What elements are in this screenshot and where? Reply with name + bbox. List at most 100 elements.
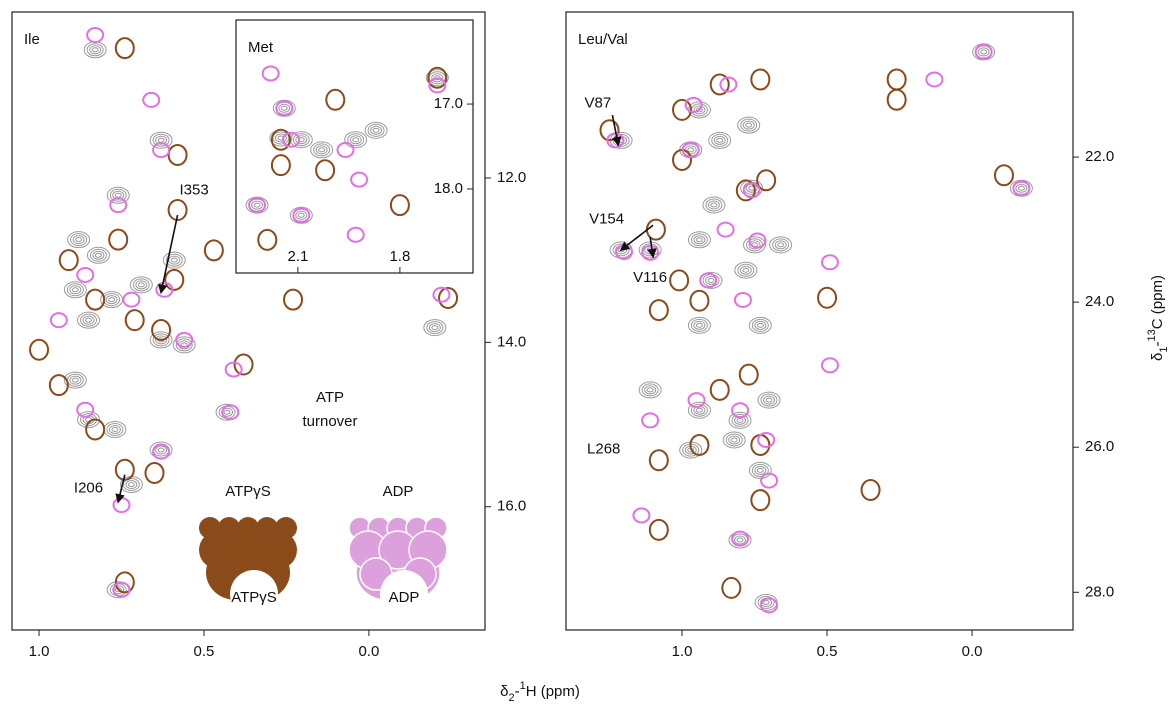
contour-peak bbox=[175, 331, 194, 348]
contour-ring bbox=[364, 121, 388, 139]
contour-ring bbox=[742, 267, 750, 273]
contour-ring bbox=[367, 123, 385, 137]
contour-peak bbox=[684, 96, 703, 113]
contour-ring bbox=[641, 383, 659, 397]
peak-label: I206 bbox=[74, 480, 103, 497]
contour-peak bbox=[648, 449, 669, 472]
contour-peak bbox=[344, 131, 368, 149]
contour-peak bbox=[270, 128, 291, 151]
contour-peak bbox=[757, 431, 776, 448]
contour-ring bbox=[135, 280, 148, 290]
contour-ring bbox=[705, 198, 723, 212]
contour-ring bbox=[693, 105, 706, 115]
axis-label-part: H (ppm) bbox=[526, 683, 580, 700]
contour-ring bbox=[108, 297, 116, 303]
contour-peak bbox=[152, 443, 171, 460]
contour-ring bbox=[695, 107, 703, 113]
contour-ring bbox=[751, 463, 769, 477]
contour-peak bbox=[735, 179, 756, 202]
contour-peak bbox=[708, 131, 732, 149]
x-axis-label: δ2-1H (ppm) bbox=[500, 680, 580, 704]
contour-peak bbox=[641, 244, 660, 261]
panel-title: Leu/Val bbox=[578, 31, 628, 48]
contour-ring bbox=[748, 316, 772, 334]
axis-label-part: δ bbox=[1149, 353, 1166, 361]
contour-ring bbox=[105, 295, 118, 305]
contour-ring bbox=[372, 127, 380, 133]
contour-peak bbox=[648, 518, 669, 541]
x-tick-label: 1.0 bbox=[672, 643, 693, 660]
contour-ring bbox=[152, 133, 170, 147]
contour-ring bbox=[736, 417, 744, 423]
contour-ring bbox=[106, 186, 130, 204]
contour-ring bbox=[693, 320, 706, 330]
contour-peak bbox=[152, 142, 171, 159]
y-tick-label: 12.0 bbox=[497, 169, 526, 186]
contour-peak bbox=[820, 254, 839, 271]
contour-ring bbox=[297, 212, 305, 218]
contour-ring bbox=[734, 535, 747, 545]
contour-ring bbox=[734, 261, 758, 279]
contour-peak bbox=[750, 489, 771, 512]
contour-ring bbox=[223, 409, 231, 415]
contour-ring bbox=[731, 413, 749, 427]
contour-peak bbox=[993, 164, 1014, 187]
contour-ring bbox=[274, 133, 287, 143]
contour-ring bbox=[730, 437, 738, 443]
contour-peak bbox=[86, 246, 110, 264]
contour-ring bbox=[428, 323, 441, 333]
contour-peak bbox=[85, 288, 106, 311]
contour-ring bbox=[80, 313, 98, 327]
contour-ring bbox=[63, 281, 87, 299]
contour-peak bbox=[699, 272, 718, 289]
contour-ring bbox=[739, 265, 752, 275]
contour-ring bbox=[687, 316, 711, 334]
contour-ring bbox=[155, 445, 168, 455]
contour-peak bbox=[142, 91, 161, 108]
contour-ring bbox=[108, 424, 121, 434]
contour-peak bbox=[77, 311, 101, 329]
axis-label-part: C (ppm) bbox=[1149, 275, 1166, 329]
contour-peak bbox=[757, 391, 781, 409]
contour-ring bbox=[762, 599, 770, 605]
legend-entry: turnover bbox=[302, 413, 357, 430]
contour-peak bbox=[860, 479, 881, 502]
contour-peak bbox=[427, 66, 448, 89]
contour-ring bbox=[125, 480, 138, 490]
nucleotide bbox=[380, 570, 428, 618]
contour-ring bbox=[280, 105, 288, 111]
contour-ring bbox=[748, 240, 761, 250]
contour-peak bbox=[336, 141, 355, 158]
contour-peak bbox=[738, 363, 759, 386]
contour-peak bbox=[737, 116, 761, 134]
contour-peak bbox=[114, 458, 135, 481]
contour-ring bbox=[431, 325, 439, 331]
contour-peak bbox=[817, 286, 838, 309]
contour-ring bbox=[695, 237, 703, 243]
contour-ring bbox=[977, 47, 990, 57]
contour-peak bbox=[289, 131, 313, 149]
contour-ring bbox=[253, 202, 261, 208]
contour-ring bbox=[425, 69, 449, 87]
arrow bbox=[115, 474, 126, 504]
contour-ring bbox=[646, 387, 654, 393]
contour-ring bbox=[690, 233, 708, 247]
contour-peak bbox=[721, 576, 742, 599]
contour-peak bbox=[315, 159, 336, 182]
contour-peak bbox=[756, 169, 777, 192]
legend-entry: ATPγS bbox=[225, 483, 271, 500]
contour-peak bbox=[49, 312, 68, 329]
contour-peak bbox=[129, 276, 153, 294]
contour-peak bbox=[114, 37, 135, 60]
panel-title: Met bbox=[248, 39, 274, 56]
contour-peak bbox=[886, 88, 907, 111]
contour-ring bbox=[710, 202, 718, 208]
contour-ring bbox=[774, 240, 787, 250]
contour-peak bbox=[282, 131, 301, 148]
contour-ring bbox=[111, 426, 119, 432]
contour-peak bbox=[109, 197, 128, 214]
contour-peak bbox=[709, 73, 730, 96]
contour-ring bbox=[152, 333, 170, 347]
x-tick-label: 1.0 bbox=[29, 643, 50, 660]
contour-ring bbox=[754, 320, 767, 330]
